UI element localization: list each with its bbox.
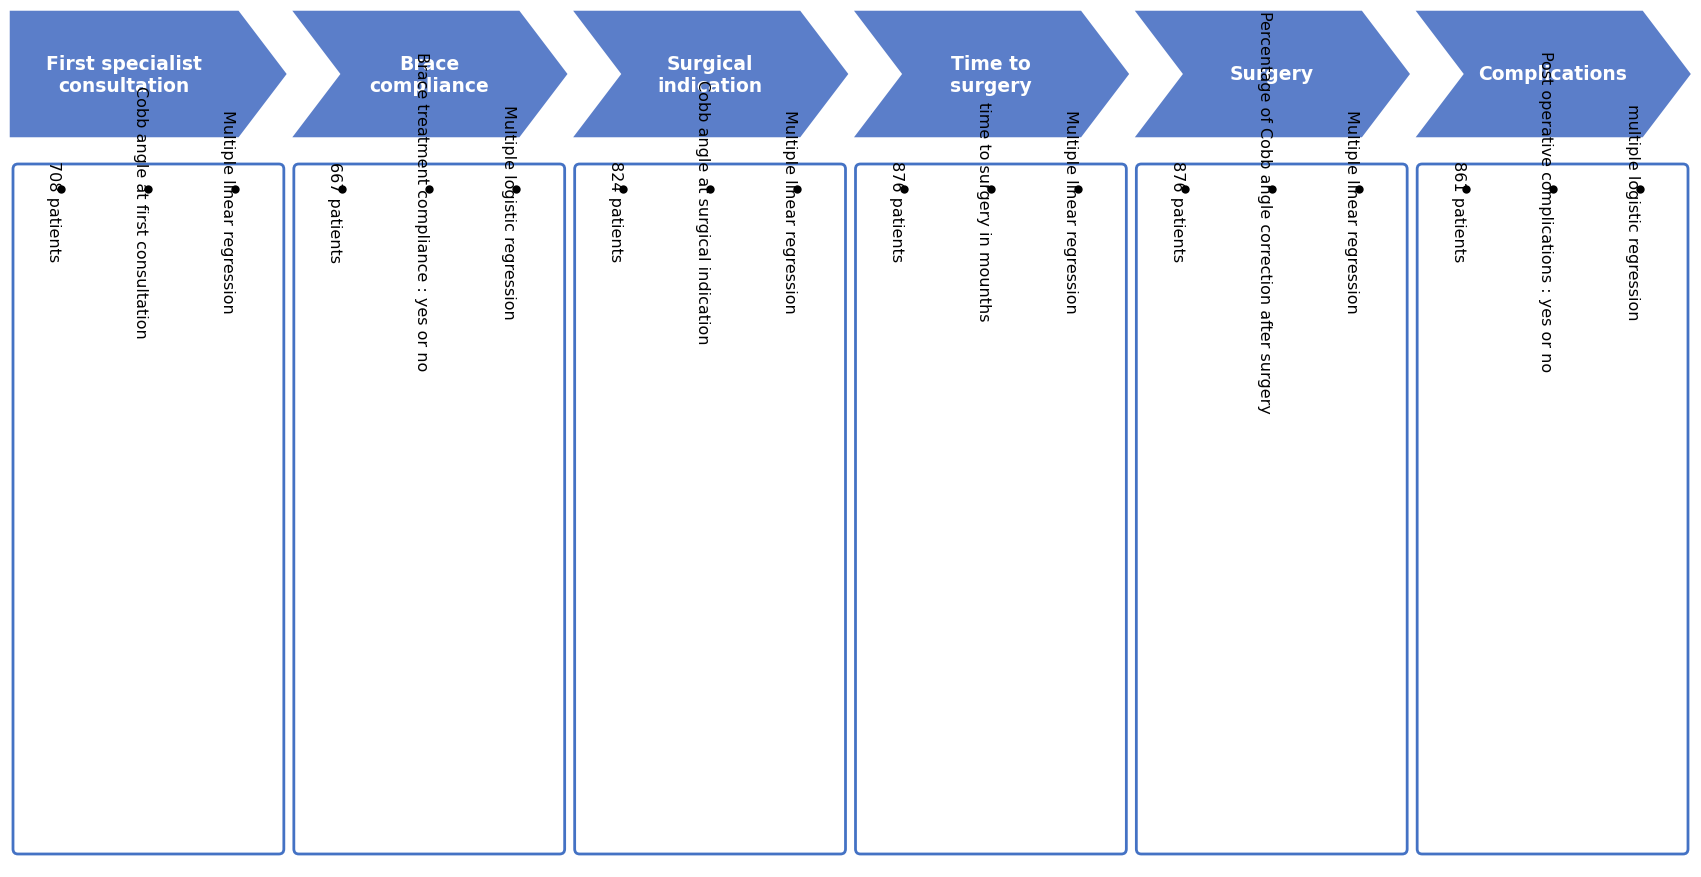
FancyBboxPatch shape bbox=[1136, 165, 1407, 854]
FancyBboxPatch shape bbox=[14, 165, 284, 854]
Text: 876 patients: 876 patients bbox=[890, 161, 903, 262]
Text: Brace treatment compliance : yes or no: Brace treatment compliance : yes or no bbox=[415, 53, 429, 371]
Text: 876 patients: 876 patients bbox=[1170, 161, 1186, 262]
Text: Multiple linear regression: Multiple linear regression bbox=[221, 110, 235, 313]
Text: Surgery: Surgery bbox=[1230, 66, 1313, 84]
Text: multiple logistic regression: multiple logistic regression bbox=[1624, 103, 1640, 320]
Text: Cobb angle at first consultation: Cobb angle at first consultation bbox=[133, 86, 148, 338]
Text: Multiple linear regression: Multiple linear regression bbox=[1063, 110, 1078, 313]
Text: Brace
compliance: Brace compliance bbox=[369, 54, 490, 96]
Text: Multiple linear regression: Multiple linear regression bbox=[1344, 110, 1359, 313]
Polygon shape bbox=[9, 10, 289, 139]
FancyBboxPatch shape bbox=[575, 165, 845, 854]
Polygon shape bbox=[289, 10, 570, 139]
Text: Post operative complications : yes or no: Post operative complications : yes or no bbox=[1538, 52, 1553, 372]
Polygon shape bbox=[850, 10, 1131, 139]
Text: 667 patients: 667 patients bbox=[327, 161, 342, 262]
Text: 861 patients: 861 patients bbox=[1451, 161, 1466, 262]
Polygon shape bbox=[570, 10, 850, 139]
Text: Percentage of Cobb angle correction after surgery: Percentage of Cobb angle correction afte… bbox=[1257, 11, 1272, 413]
Text: Complications: Complications bbox=[1478, 66, 1628, 84]
Polygon shape bbox=[1131, 10, 1412, 139]
Text: Multiple logistic regression: Multiple logistic regression bbox=[502, 104, 515, 319]
Text: First specialist
consultation: First specialist consultation bbox=[46, 54, 202, 96]
Text: Multiple linear regression: Multiple linear regression bbox=[782, 110, 798, 313]
Text: Time to
surgery: Time to surgery bbox=[951, 54, 1033, 96]
FancyBboxPatch shape bbox=[856, 165, 1126, 854]
FancyBboxPatch shape bbox=[1417, 165, 1687, 854]
Text: Cobb angle at surgical indication: Cobb angle at surgical indication bbox=[696, 80, 709, 344]
FancyBboxPatch shape bbox=[294, 165, 565, 854]
Text: 708 patients: 708 patients bbox=[46, 161, 61, 262]
Text: time to surgery in mounths: time to surgery in mounths bbox=[976, 102, 992, 321]
Text: Surgical
indication: Surgical indication bbox=[658, 54, 762, 96]
Polygon shape bbox=[1412, 10, 1692, 139]
Text: 824 patients: 824 patients bbox=[609, 161, 623, 262]
